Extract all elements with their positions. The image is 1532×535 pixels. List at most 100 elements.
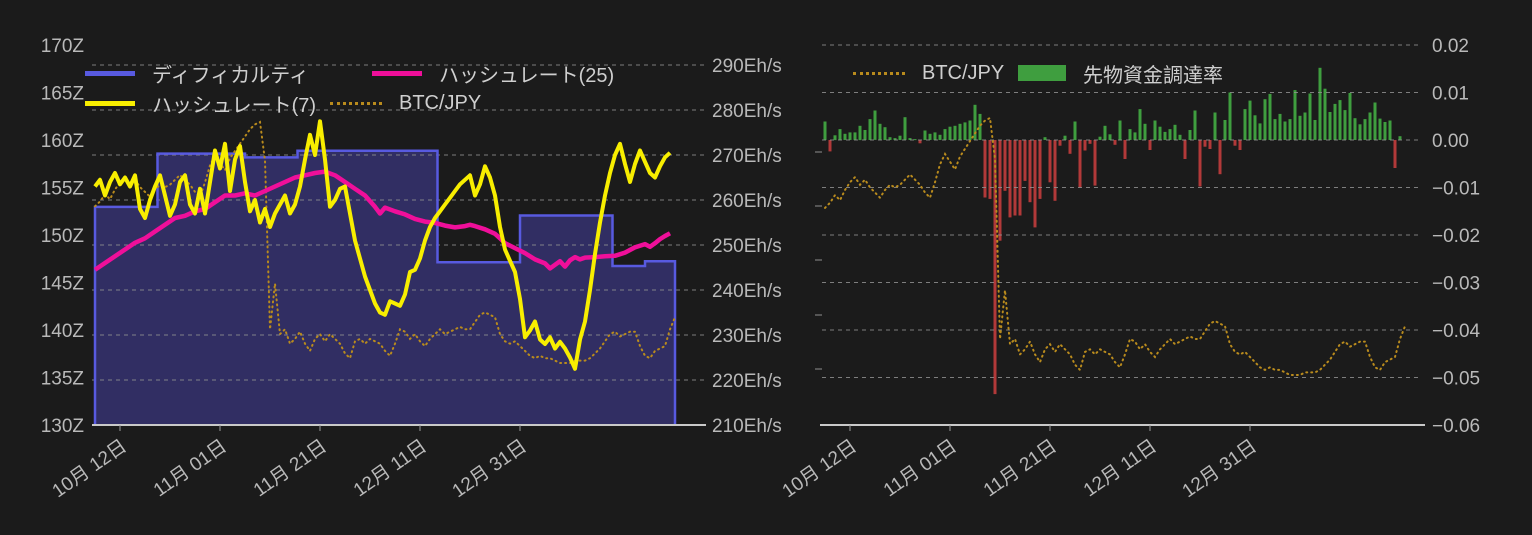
funding-bar — [1273, 119, 1277, 140]
y-right-label: −0.06 — [1432, 416, 1480, 437]
funding-bar — [913, 139, 917, 141]
funding-bar — [1293, 90, 1297, 140]
funding-bar — [1053, 140, 1057, 201]
funding-bar — [1263, 99, 1267, 141]
y-right-label: 0.00 — [1432, 131, 1469, 152]
funding-bar — [953, 125, 957, 141]
funding-bar — [1373, 102, 1377, 140]
funding-bar — [1318, 67, 1322, 140]
x-tick-label: 10月 12日 — [49, 436, 131, 502]
x-tick-label: 11月 21日 — [980, 436, 1061, 501]
funding-bar — [1253, 115, 1257, 140]
funding-bar — [1268, 93, 1272, 140]
funding-bar — [993, 140, 997, 395]
funding-bar — [1278, 113, 1282, 140]
difficulty-line-swatch-icon — [85, 70, 135, 76]
funding-bar — [983, 140, 987, 198]
funding-bar — [968, 120, 972, 140]
funding-bar — [828, 140, 832, 152]
funding-bar — [923, 130, 927, 140]
funding-bar — [1233, 140, 1237, 146]
funding-bar — [1218, 140, 1222, 175]
legend-item-difficulty[interactable]: ディフィカルティ — [85, 60, 309, 87]
funding-bar — [1063, 135, 1067, 140]
y-left-label: 130Z — [41, 416, 85, 437]
funding-bar — [1338, 100, 1342, 140]
funding-bar — [1143, 123, 1147, 140]
funding-bar — [1358, 124, 1362, 140]
funding-bar — [1038, 140, 1042, 199]
y-right-label: 290Eh/s — [712, 56, 782, 77]
legend-label: ハッシュレート(7) — [152, 94, 317, 117]
funding-bar — [883, 127, 887, 140]
funding-rate-rect-swatch-icon — [1018, 65, 1066, 81]
funding-bar — [943, 129, 947, 140]
funding-bar — [1188, 130, 1192, 140]
funding-bar — [1103, 125, 1107, 141]
y-left-label: 155Z — [41, 179, 85, 200]
funding-bar — [1118, 120, 1122, 140]
y-left-label: 150Z — [41, 226, 85, 247]
funding-bar — [948, 126, 952, 140]
funding-bar — [1088, 140, 1092, 144]
funding-bar — [988, 140, 992, 199]
difficulty-area — [95, 150, 675, 425]
funding-bar — [918, 140, 922, 144]
y-right-label: −0.05 — [1432, 369, 1480, 390]
funding-bar — [1128, 129, 1132, 140]
funding-bar — [958, 123, 962, 140]
funding-bar — [1343, 110, 1347, 140]
funding-bar — [1383, 122, 1387, 141]
funding-bar — [1198, 140, 1202, 187]
funding-bar — [1398, 136, 1402, 140]
funding-bar — [893, 138, 897, 140]
funding-bar — [1168, 129, 1172, 140]
funding-bar — [1123, 140, 1127, 159]
legend-item-btcjpy-right[interactable]: BTC/JPY — [853, 60, 1004, 86]
funding-bar — [1048, 140, 1052, 183]
btcjpy-dotted-swatch-icon — [853, 71, 905, 75]
funding-bar — [938, 134, 942, 140]
funding-bar — [1228, 92, 1232, 140]
funding-bar — [1093, 140, 1097, 186]
y-right-label: 270Eh/s — [712, 146, 782, 167]
y-left-label: 135Z — [41, 369, 85, 390]
y-right-label: 240Eh/s — [712, 281, 782, 302]
funding-bar — [1213, 112, 1217, 140]
legend-item-hashrate7[interactable]: ハッシュレート(7) — [85, 90, 317, 117]
funding-bar — [1133, 132, 1137, 140]
funding-bar — [1073, 121, 1077, 140]
y-right-label: 0.01 — [1432, 84, 1469, 105]
funding-bar — [1098, 136, 1102, 140]
btcjpy-dotted-line — [824, 116, 1406, 376]
funding-bar — [998, 140, 1002, 241]
y-right-label: −0.03 — [1432, 274, 1480, 295]
funding-bar — [978, 113, 982, 140]
y-right-label: 220Eh/s — [712, 371, 782, 392]
funding-bar — [1173, 124, 1177, 140]
funding-bar — [1183, 140, 1187, 159]
funding-bar — [1153, 120, 1157, 140]
funding-bar — [908, 138, 912, 140]
funding-bar — [1393, 140, 1397, 168]
x-tick-label: 12月 11日 — [1080, 436, 1161, 501]
legend-item-hashrate25[interactable]: ハッシュレート(25) — [372, 60, 614, 87]
funding-bar — [1163, 131, 1167, 140]
funding-bar — [1258, 123, 1262, 140]
funding-bar — [1193, 110, 1197, 140]
funding-bar — [853, 132, 857, 140]
funding-bar — [823, 121, 827, 140]
funding-bar — [1068, 140, 1072, 154]
funding-bar — [1008, 140, 1012, 218]
y-right-label: −0.02 — [1432, 226, 1480, 247]
right-chart: 10月 12日 11月 01日 11月 21日 12月 11日 12月 31日 0.02 0… — [779, 36, 1481, 502]
funding-bar — [1333, 103, 1337, 140]
legend-item-btcjpy-left[interactable]: BTC/JPY — [330, 90, 481, 116]
funding-bar — [1348, 93, 1352, 140]
funding-bar — [1238, 140, 1242, 150]
funding-bar — [1243, 109, 1247, 140]
legend-item-funding-rate[interactable]: 先物資金調達率 — [1018, 60, 1223, 87]
funding-bar — [963, 122, 967, 140]
funding-bar — [1388, 120, 1392, 140]
